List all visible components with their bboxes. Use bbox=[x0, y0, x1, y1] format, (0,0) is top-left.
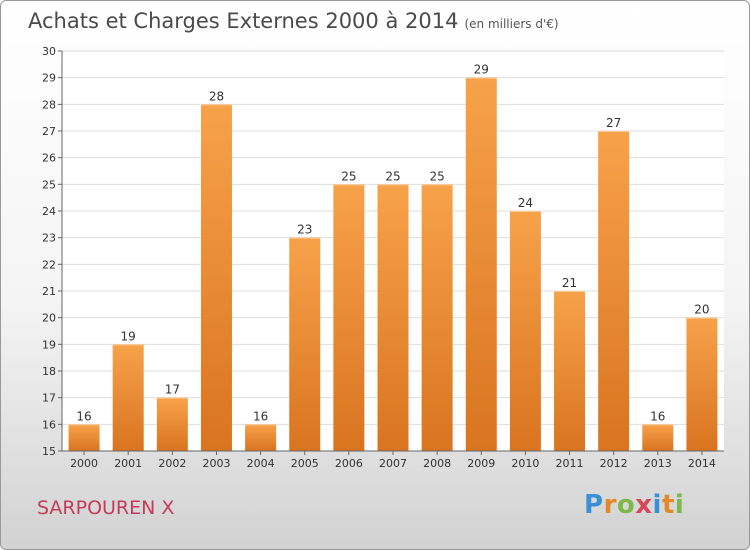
y-tick-label: 27 bbox=[42, 125, 56, 138]
y-tick-label: 29 bbox=[42, 72, 56, 85]
data-label-2014: 20 bbox=[694, 303, 709, 317]
bar-2012 bbox=[598, 131, 630, 451]
data-label-2001: 19 bbox=[121, 329, 136, 343]
bar-2003 bbox=[200, 104, 232, 451]
data-label-2007: 25 bbox=[385, 169, 400, 183]
data-label-2006: 25 bbox=[341, 169, 356, 183]
x-tick-label: 2012 bbox=[600, 457, 628, 470]
bar-2013 bbox=[642, 424, 674, 451]
x-tick-label: 2001 bbox=[114, 457, 142, 470]
y-tick-label: 17 bbox=[42, 392, 56, 405]
proxiti-logo: Proxiti bbox=[584, 490, 684, 520]
x-tick-label: 2009 bbox=[467, 457, 495, 470]
bar-2002 bbox=[156, 397, 188, 451]
y-tick-label: 21 bbox=[42, 285, 56, 298]
data-label-2002: 17 bbox=[165, 383, 180, 397]
title-text: Achats et Charges Externes 2000 à 2014 bbox=[28, 9, 459, 33]
y-tick-label: 16 bbox=[42, 418, 56, 431]
data-label-2008: 25 bbox=[429, 169, 444, 183]
bar-2009 bbox=[465, 77, 497, 452]
logo-letter: r bbox=[603, 490, 617, 520]
y-tick-label: 15 bbox=[42, 445, 56, 458]
y-tick-label: 25 bbox=[42, 178, 56, 191]
x-tick-label: 2004 bbox=[247, 457, 275, 470]
y-tick-label: 28 bbox=[42, 98, 56, 111]
bar-2008 bbox=[421, 184, 453, 452]
logo-letter: t bbox=[661, 490, 675, 520]
x-tick-label: 2010 bbox=[511, 457, 539, 470]
y-tick-label: 22 bbox=[42, 258, 56, 271]
y-tick-label: 19 bbox=[42, 338, 56, 351]
data-label-2013: 16 bbox=[650, 409, 665, 423]
x-tick-label: 2013 bbox=[644, 457, 672, 470]
city-name: SARPOUREN X bbox=[37, 497, 175, 519]
data-label-2009: 29 bbox=[474, 63, 489, 77]
y-tick-label: 18 bbox=[42, 365, 56, 378]
x-tick-label: 2000 bbox=[70, 457, 98, 470]
x-tick-label: 2014 bbox=[688, 457, 716, 470]
logo-letter: x bbox=[635, 490, 653, 520]
data-label-2011: 21 bbox=[562, 276, 577, 290]
bars bbox=[68, 77, 718, 452]
y-tick-label: 23 bbox=[42, 232, 56, 245]
y-tick-label: 26 bbox=[42, 152, 56, 165]
logo-letter: i bbox=[674, 490, 685, 520]
data-label-2005: 23 bbox=[297, 223, 312, 237]
y-tick-label: 20 bbox=[42, 312, 56, 325]
logo-letter: i bbox=[652, 490, 662, 520]
labels: 15 16 17 18 19 20 21 22 23 24 25 26 27 28 29 30 2000 16 20… bbox=[42, 45, 716, 470]
x-tick-label: 2003 bbox=[202, 457, 230, 470]
bar-2000 bbox=[68, 424, 100, 451]
data-label-2010: 24 bbox=[518, 196, 533, 210]
bar-2014 bbox=[686, 317, 718, 451]
x-tick-label: 2006 bbox=[335, 457, 363, 470]
data-label-2000: 16 bbox=[76, 409, 91, 423]
bar-2006 bbox=[333, 184, 365, 452]
x-tick-label: 2002 bbox=[158, 457, 186, 470]
bar-2011 bbox=[554, 291, 586, 451]
x-tick-label: 2007 bbox=[379, 457, 407, 470]
bar-2010 bbox=[509, 211, 541, 451]
bar-2001 bbox=[112, 344, 144, 451]
logo-letter: o bbox=[616, 490, 636, 520]
axes bbox=[58, 50, 724, 455]
data-label-2004: 16 bbox=[253, 409, 268, 423]
bar-2005 bbox=[289, 237, 321, 451]
y-tick-label: 24 bbox=[42, 205, 56, 218]
x-tick-label: 2011 bbox=[556, 457, 584, 470]
chart-title: Achats et Charges Externes 2000 à 2014 (e… bbox=[28, 9, 559, 33]
x-tick-label: 2005 bbox=[291, 457, 319, 470]
data-label-2003: 28 bbox=[209, 89, 224, 103]
y-tick-label: 30 bbox=[42, 45, 56, 58]
bar-2004 bbox=[245, 424, 277, 451]
logo-letter: P bbox=[584, 490, 604, 520]
bar-2007 bbox=[377, 184, 409, 452]
title-units: (en milliers d'€) bbox=[464, 17, 559, 31]
x-tick-label: 2008 bbox=[423, 457, 451, 470]
data-label-2012: 27 bbox=[606, 116, 621, 130]
